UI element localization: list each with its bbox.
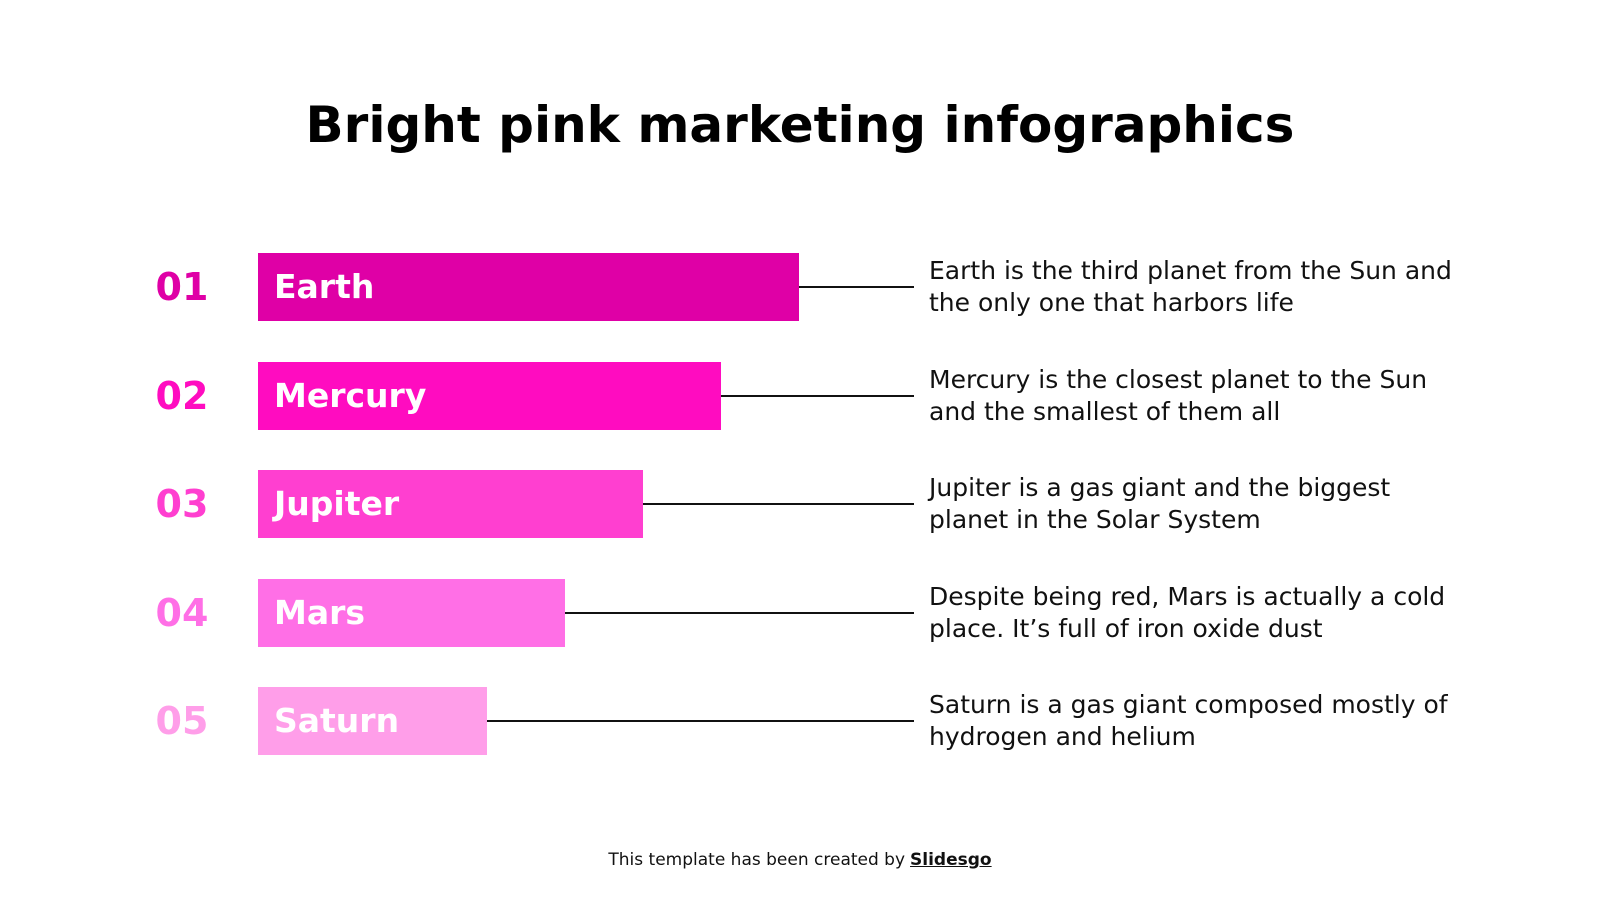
item-description: Saturn is a gas giant composed mostly of… bbox=[929, 690, 1448, 751]
item-label: Mercury bbox=[274, 375, 427, 415]
connector-line bbox=[487, 720, 914, 722]
item-number: 01 bbox=[155, 265, 209, 309]
item-bar: Jupiter bbox=[258, 470, 643, 538]
item-number: 03 bbox=[155, 482, 209, 526]
item-description: Jupiter is a gas giant and the biggest p… bbox=[929, 473, 1391, 534]
item-label: Saturn bbox=[274, 701, 400, 740]
item-bar: Mars bbox=[258, 578, 565, 647]
item-label: Jupiter bbox=[274, 484, 400, 523]
item-label: Mars bbox=[274, 592, 366, 632]
connector-line bbox=[721, 394, 914, 397]
item-label: Earth bbox=[274, 267, 375, 306]
footer-text: This template has been created by bbox=[608, 850, 906, 870]
slide-title: Bright pink marketing infographics bbox=[305, 96, 1295, 154]
item-number: 05 bbox=[155, 699, 209, 743]
footer: This template has been created by Slidesg… bbox=[0, 850, 1600, 870]
item-description: Earth is the third planet from the Sun a… bbox=[929, 256, 1452, 317]
connector-line bbox=[799, 286, 914, 288]
item-bar: Earth bbox=[258, 253, 799, 321]
item-number: 04 bbox=[155, 590, 209, 635]
item-bar: Mercury bbox=[258, 361, 721, 430]
footer-link[interactable]: Slidesgo bbox=[910, 850, 992, 870]
connector-line bbox=[643, 503, 914, 505]
item-number: 02 bbox=[155, 373, 209, 418]
connector-line bbox=[565, 611, 914, 614]
item-description: Despite being red, Mars is actually a co… bbox=[929, 581, 1446, 643]
item-bar: Saturn bbox=[258, 687, 487, 755]
item-description: Mercury is the closest planet to the Sun… bbox=[929, 364, 1428, 426]
